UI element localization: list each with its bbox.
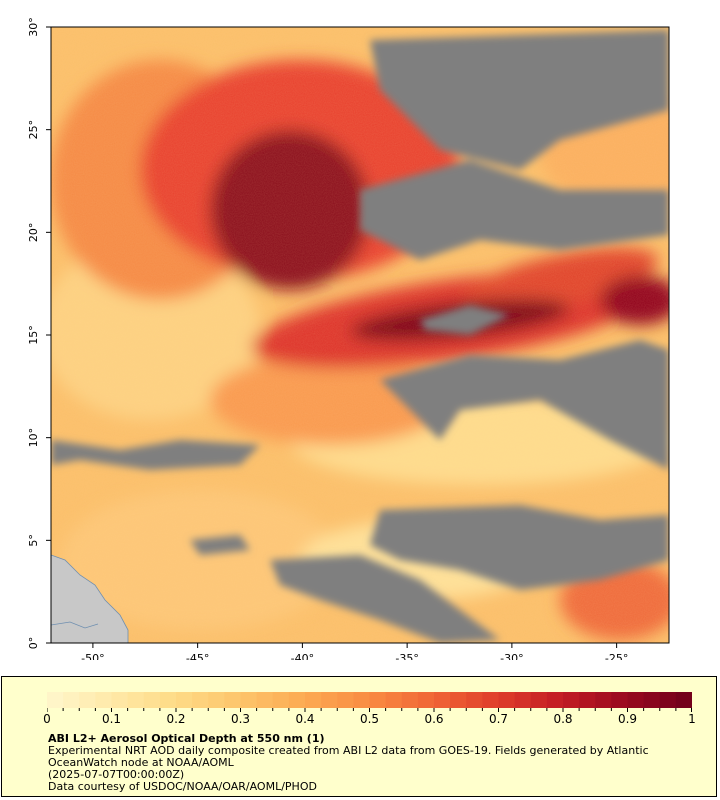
colorbar-label: 0.1 [101, 712, 122, 726]
colorbar-label: 0.3 [230, 712, 251, 726]
colorbar-swatch [369, 692, 387, 708]
colorbar-swatch [321, 692, 338, 708]
colorbar-swatch [450, 692, 467, 708]
colorbar-swatch [434, 692, 451, 708]
colorbar-swatch [176, 692, 193, 708]
x-tick-label: -40° [291, 652, 314, 660]
colorbar-swatch [79, 692, 96, 708]
colorbar-swatch [627, 692, 645, 708]
land-south-america [51, 554, 129, 643]
colorbar-swatch [675, 692, 692, 708]
colorbar-swatch [337, 692, 354, 708]
y-tick-label: 30° [27, 17, 40, 37]
no-data-region [51, 440, 260, 470]
colorbar-swatch [643, 692, 661, 708]
y-tick-label: 5° [27, 534, 40, 547]
colorbar-label: 0 [43, 712, 51, 726]
colorbar-swatch [256, 692, 274, 708]
colorbar-swatch [417, 692, 435, 708]
colorbar-label: 0.6 [424, 712, 444, 726]
colorbar-label: 0.7 [488, 712, 509, 726]
colorbar-swatch [111, 692, 129, 708]
colorbar-swatch [224, 692, 241, 708]
x-tick-label: -45° [186, 652, 209, 660]
colorbar-swatch [579, 692, 596, 708]
y-tick-label: 10° [27, 428, 40, 448]
legend-panel: 0 0.1 0.2 0.3 0.4 0.5 0.6 0.7 0.8 0.9 1 ABI L2+ Ae… [1, 676, 717, 797]
colorbar-swatch [659, 692, 677, 708]
colorbar-swatch [385, 692, 403, 708]
colorbar-label: 0.2 [166, 712, 186, 726]
aod-map: -50° -45° -40° -35° -30° -25° 0° 5° 10° 15° 20° 25… [27, 17, 670, 660]
colorbar-swatch [47, 692, 64, 708]
colorbar-swatch [482, 692, 499, 708]
colorbar-swatch [159, 692, 177, 708]
colorbar-swatch [401, 692, 419, 708]
y-tick-label: 0° [27, 637, 40, 650]
colorbar-swatch [208, 692, 225, 708]
colorbar-swatch [63, 692, 80, 708]
y-axis: 0° 5° 10° 15° 20° 25° 30° [27, 17, 51, 649]
map-svg: -50° -45° -40° -35° -30° -25° 0° 5° 10° 15° 20° 25… [27, 17, 670, 660]
x-tick-label: -35° [395, 652, 418, 660]
colorbar-swatch [305, 692, 322, 708]
colorbar-swatch [563, 692, 580, 708]
colorbar-swatch [288, 692, 306, 708]
no-data-region [380, 340, 669, 470]
legend-title: ABI L2+ Aerosol Optical Depth at 550 nm … [48, 732, 325, 745]
colorbar-swatch [611, 692, 628, 708]
colorbar-swatch [240, 692, 258, 708]
legend-credit: Data courtesy of USDOC/NOAA/OAR/AOML/PHO… [48, 780, 317, 793]
colorbar-swatch [143, 692, 161, 708]
colorbar-label: 0.9 [617, 712, 638, 726]
colorbar-label: 0.5 [359, 712, 380, 726]
colorbar-swatch [272, 692, 290, 708]
y-tick-label: 15° [27, 325, 40, 345]
x-tick-label: -30° [500, 652, 523, 660]
no-data-region [420, 305, 510, 335]
colorbar [47, 692, 692, 712]
no-data-region [190, 535, 250, 555]
colorbar-label: 0.8 [553, 712, 573, 726]
colorbar-swatch [595, 692, 612, 708]
colorbar-label: 1 [688, 712, 696, 726]
colorbar-swatch [546, 692, 564, 708]
colorbar-label: 0.4 [295, 712, 315, 726]
legend-timestamp: (2025-07-07T00:00:00Z) [48, 768, 185, 781]
x-tick-label: -25° [605, 652, 628, 660]
colorbar-swatch [127, 692, 145, 708]
x-axis: -50° -45° -40° -35° -30° -25° [81, 643, 628, 660]
y-tick-label: 25° [27, 120, 40, 140]
colorbar-swatch [530, 692, 548, 708]
no-data-region [370, 505, 669, 590]
colorbar-swatch [192, 692, 209, 708]
no-data-region [370, 30, 669, 170]
colorbar-labels: 0 0.1 0.2 0.3 0.4 0.5 0.6 0.7 0.8 0.9 1 [2, 712, 718, 728]
legend-description: Experimental NRT AOD daily composite cre… [48, 744, 649, 769]
colorbar-swatch [353, 692, 370, 708]
no-data-region [360, 160, 669, 260]
colorbar-swatch [498, 692, 516, 708]
legend-text: ABI L2+ Aerosol Optical Depth at 550 nm … [48, 733, 708, 793]
colorbar-swatch [514, 692, 532, 708]
y-tick-label: 20° [27, 223, 40, 243]
amazon-river [51, 621, 99, 629]
colorbar-swatch [466, 692, 483, 708]
x-tick-label: -50° [81, 652, 104, 660]
no-data-region [270, 555, 500, 643]
colorbar-swatch [95, 692, 112, 708]
